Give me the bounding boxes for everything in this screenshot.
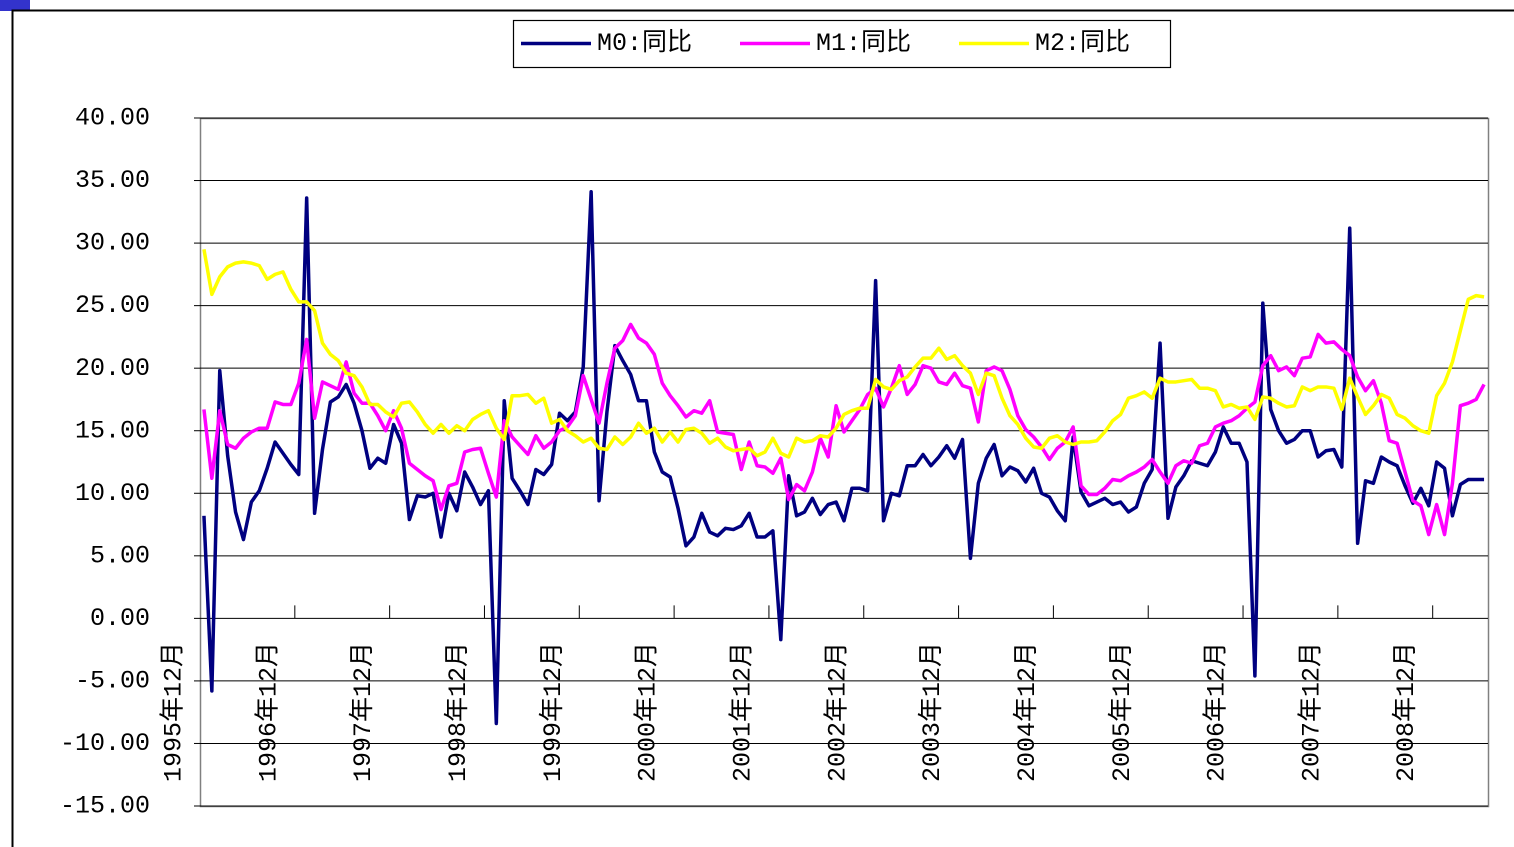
y-tick-label: 30.00 [75, 229, 150, 258]
x-tick-label: 1995年12月 [159, 642, 189, 782]
y-tick-label: 25.00 [75, 291, 150, 320]
y-tick-label: 0.00 [90, 604, 150, 633]
x-tick-label: 1996年12月 [253, 642, 283, 782]
x-tick-label: 2007年12月 [1296, 642, 1326, 782]
y-tick-label: -10.00 [60, 729, 150, 758]
y-tick-label: 10.00 [75, 479, 150, 508]
y-tick-label: 35.00 [75, 166, 150, 195]
y-tick-label: 5.00 [90, 541, 150, 570]
x-tick-label: 2006年12月 [1202, 642, 1232, 782]
y-tick-label: -15.00 [60, 792, 150, 821]
x-tick-label: 2003年12月 [917, 642, 947, 782]
legend-label: M2:同比 [1035, 28, 1130, 58]
y-tick-label: 20.00 [75, 354, 150, 383]
y-tick-label: 15.00 [75, 416, 150, 445]
x-tick-label: 2005年12月 [1107, 642, 1137, 782]
x-tick-label: 1997年12月 [348, 642, 378, 782]
x-tick-label: 2008年12月 [1391, 642, 1421, 782]
legend: M0:同比 M1:同比 M2:同比 [512, 19, 1172, 69]
series-line [202, 249, 1485, 459]
x-tick-label: 1998年12月 [443, 642, 473, 782]
corner-marker [0, 0, 30, 11]
x-tick-label: 2001年12月 [727, 642, 757, 782]
x-tick-label: 2000年12月 [633, 642, 663, 782]
x-tick-label: 2002年12月 [822, 642, 852, 782]
legend-box [512, 19, 1172, 69]
legend-label: M1:同比 [816, 28, 911, 58]
series-line [202, 190, 1485, 726]
x-tick-label: 2004年12月 [1012, 642, 1042, 782]
x-tick-label: 1999年12月 [538, 642, 568, 782]
legend-label: M0:同比 [597, 28, 692, 58]
y-tick-label: -5.00 [75, 667, 150, 696]
y-tick-label: 40.00 [75, 104, 150, 133]
series-line [202, 322, 1486, 537]
chart-border [11, 9, 1514, 847]
